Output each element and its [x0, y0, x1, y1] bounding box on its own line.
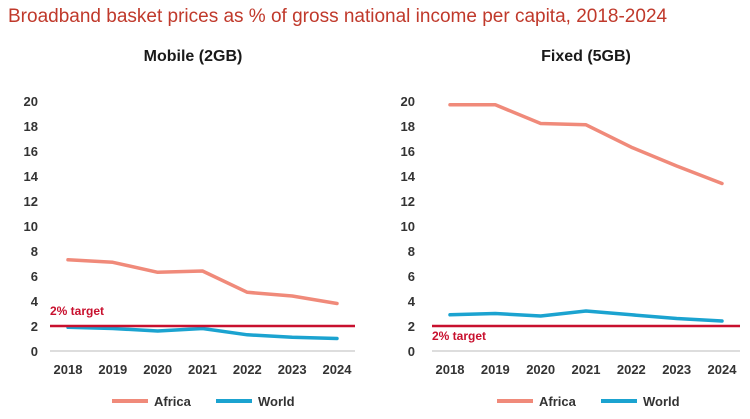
y-tick-label: 6	[408, 269, 415, 284]
y-tick-label: 2	[408, 319, 415, 334]
fixed-chart: Fixed (5GB) 0 2 4 6 8 10 12 14 16 18 20 2018 2019 2020…	[401, 48, 740, 409]
x-tick-label: 2020	[143, 362, 172, 377]
y-tick-label: 10	[401, 219, 415, 234]
y-tick-label: 20	[401, 94, 415, 109]
target-label: 2% target	[50, 304, 104, 318]
y-tick-label: 12	[24, 194, 38, 209]
y-tick-label: 18	[401, 119, 415, 134]
x-tick-label: 2019	[98, 362, 127, 377]
x-tick-label: 2020	[526, 362, 555, 377]
x-tick-label: 2022	[617, 362, 646, 377]
y-tick-label: 4	[31, 294, 39, 309]
target-label: 2% target	[432, 329, 486, 343]
x-tick-label: 2021	[572, 362, 601, 377]
x-tick-label: 2018	[436, 362, 465, 377]
legend: Africa World	[112, 394, 295, 409]
panel-title: Mobile (2GB)	[144, 48, 243, 65]
y-tick-label: 14	[24, 169, 39, 184]
series-line-world	[448, 309, 724, 323]
x-tick-label: 2022	[233, 362, 262, 377]
x-tick-label: 2023	[662, 362, 691, 377]
y-tick-label: 6	[31, 269, 38, 284]
y-tick-label: 16	[401, 144, 415, 159]
y-tick-label: 4	[408, 294, 416, 309]
y-tick-label: 10	[24, 219, 38, 234]
legend-label-world: World	[258, 394, 295, 409]
x-tick-label: 2024	[323, 362, 353, 377]
y-tick-label: 8	[31, 244, 38, 259]
series-line-africa	[448, 103, 724, 186]
mobile-chart: Mobile (2GB) 0 2 4 6 8 10 12 14 16 18 20 2018 2019 202…	[24, 48, 355, 409]
legend-label-africa: Africa	[154, 394, 192, 409]
x-tick-label: 2021	[188, 362, 217, 377]
x-tick-label: 2018	[54, 362, 83, 377]
y-tick-label: 8	[408, 244, 415, 259]
legend: Africa World	[497, 394, 680, 409]
y-tick-label: 20	[24, 94, 38, 109]
y-tick-label: 2	[31, 319, 38, 334]
x-tick-label: 2019	[481, 362, 510, 377]
y-tick-label: 12	[401, 194, 415, 209]
y-tick-label: 14	[401, 169, 416, 184]
series-line-world	[66, 325, 339, 341]
y-tick-label: 0	[408, 344, 415, 359]
chart-title: Broadband basket prices as % of gross na…	[8, 6, 668, 27]
x-tick-label: 2024	[708, 362, 738, 377]
y-tick-label: 18	[24, 119, 38, 134]
x-tick-label: 2023	[278, 362, 307, 377]
legend-label-africa: Africa	[539, 394, 577, 409]
series-line-africa	[66, 258, 339, 306]
legend-label-world: World	[643, 394, 680, 409]
panel-title: Fixed (5GB)	[541, 48, 631, 65]
y-tick-label: 0	[31, 344, 38, 359]
y-tick-label: 16	[24, 144, 38, 159]
